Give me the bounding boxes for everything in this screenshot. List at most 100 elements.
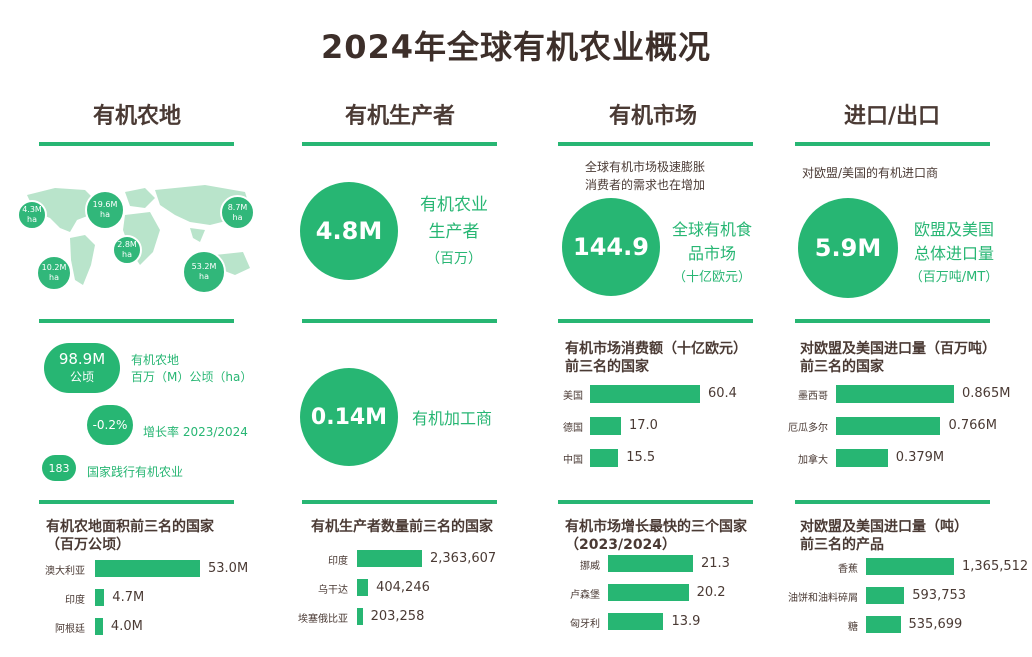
- map-bubble: 2.8M ha: [112, 235, 142, 265]
- divider: [39, 319, 234, 323]
- map-bubble: 10.2M ha: [36, 255, 72, 291]
- bar: [590, 449, 619, 467]
- bar-category-label: 糖: [848, 622, 858, 633]
- growth-label: 增长率 2023/2024: [143, 425, 248, 439]
- trade-circle: 5.9M: [798, 198, 898, 298]
- bar: [590, 417, 621, 435]
- bar: [95, 618, 103, 635]
- map-bubble: 19.6M ha: [85, 190, 125, 230]
- bar: [836, 449, 888, 467]
- divider: [302, 319, 497, 323]
- bar-category-label: 阿根廷: [55, 624, 85, 635]
- map-bubble-value: 4.3M: [22, 205, 42, 214]
- bar-category-label: 中国: [563, 455, 583, 466]
- bar: [866, 558, 954, 575]
- divider: [558, 319, 753, 323]
- bar-category-label: 美国: [563, 391, 583, 402]
- chart-producers: 印度 2,363,607 乌干达 404,246 埃塞俄比亚 203,258: [290, 550, 515, 640]
- column-heading-market: 有机市场: [608, 104, 697, 129]
- bar-category-label: 香蕉: [838, 564, 858, 575]
- bar-category-label: 卢森堡: [570, 590, 600, 601]
- bar-value-label: 20.2: [696, 585, 726, 600]
- bar-value-label: 17.0: [628, 418, 658, 433]
- bar-value-label: 1,365,512: [962, 559, 1029, 574]
- land-total-label-line: 有机农地: [131, 353, 180, 367]
- chart-import-products: 香蕉 1,365,512 油饼和油料碎屑 593,753 糖 535,699: [780, 558, 1029, 648]
- map-bubble: 53.2M ha: [182, 250, 226, 294]
- chart-title-line: （2023/2024）: [565, 537, 677, 553]
- trade-note: 对欧盟/美国的有机进口商: [802, 166, 939, 180]
- producers-label: 有机农业 生产者 （百万）: [414, 192, 494, 273]
- chart-title-line: 有机农地面积前三名的国家: [46, 519, 214, 535]
- land-total-unit: 公顷: [69, 370, 94, 384]
- map-bubble-value: 19.6M: [92, 200, 118, 209]
- map-bubble-value: 53.2M: [191, 262, 217, 271]
- bar-category-label: 挪威: [580, 561, 600, 572]
- chart-title-line: （百万公顷）: [46, 537, 130, 553]
- processors-circle: 0.14M: [300, 368, 398, 466]
- divider: [302, 500, 497, 504]
- bar: [608, 555, 693, 572]
- divider: [795, 142, 990, 146]
- column-heading-producers: 有机生产者: [344, 104, 455, 129]
- bar-value-label: 535,699: [908, 617, 963, 632]
- bar-category-label: 澳大利亚: [45, 566, 85, 577]
- bar-category-label: 德国: [563, 423, 583, 434]
- processors-label: 有机加工商: [412, 409, 493, 428]
- land-total-circle: 98.9M 公顷: [44, 343, 120, 393]
- bar-value-label: 13.9: [671, 614, 701, 629]
- chart-title-line: 有机市场消费额（十亿欧元）: [565, 341, 747, 357]
- bar-category-label: 印度: [65, 595, 85, 606]
- bar: [590, 385, 700, 403]
- land-total-value: 98.9M: [58, 350, 106, 368]
- trade-label: 欧盟及美国 总体进口量 （百万吨/MT）: [900, 218, 1008, 290]
- map-bubble: 8.7M ha: [220, 195, 255, 230]
- bar-value-label: 15.5: [626, 450, 656, 465]
- market-unit: （十亿欧元）: [672, 270, 751, 285]
- bar: [608, 584, 689, 601]
- producers-unit: （百万）: [426, 251, 482, 267]
- chart-title-line: 对欧盟及美国进口量（百万吨）: [800, 341, 996, 357]
- map-bubble-unit: ha: [100, 210, 110, 219]
- bar-value-label: 60.4: [708, 386, 737, 401]
- bar-value-label: 404,246: [376, 580, 430, 595]
- bar: [608, 613, 664, 630]
- market-note: 全球有机市场极速膨胀 消费者的需求也在增加: [585, 158, 705, 194]
- producers-circle: 4.8M: [300, 182, 398, 280]
- map-bubble-value: 2.8M: [117, 240, 137, 249]
- map-bubble-unit: ha: [199, 272, 209, 281]
- chart-title-line: 前三名的国家: [800, 359, 884, 375]
- bar: [866, 587, 905, 604]
- page-title: 2024年全球有机农业概况: [320, 28, 712, 66]
- bar-category-label: 加拿大: [798, 455, 828, 466]
- chart-title-line: 前三名的产品: [800, 537, 884, 553]
- divider: [795, 500, 990, 504]
- bar-category-label: 匈牙利: [570, 619, 600, 630]
- bar-category-label: 墨西哥: [798, 391, 828, 402]
- market-note-line: 消费者的需求也在增加: [585, 178, 706, 192]
- bar-value-label: 0.865M: [962, 386, 1011, 401]
- bar-value-label: 53.0M: [208, 561, 249, 576]
- bar: [357, 550, 422, 567]
- chart-title-line: 前三名的国家: [565, 359, 649, 375]
- countries-label: 国家践行有机农业: [87, 465, 184, 479]
- bar-category-label: 埃塞俄比亚: [298, 614, 348, 625]
- trade-label-line: 欧盟及美国: [913, 220, 994, 239]
- chart-title: 对欧盟及美国进口量（吨） 前三名的产品: [800, 518, 968, 554]
- divider: [558, 500, 753, 504]
- chart-title: 有机生产者数量前三名的国家: [311, 519, 493, 535]
- land-total-label-line: 百万（M）公顷（ha）: [131, 370, 253, 384]
- market-circle: 144.9: [562, 198, 660, 296]
- divider: [39, 500, 234, 504]
- bar: [836, 385, 954, 403]
- divider: [558, 142, 753, 146]
- bar-category-label: 乌干达: [318, 585, 348, 596]
- map-bubble-unit: ha: [122, 250, 132, 259]
- market-note-line: 全球有机市场极速膨胀: [585, 160, 706, 174]
- bar: [357, 608, 363, 625]
- map-bubble-value: 8.7M: [227, 202, 248, 212]
- bar-value-label: 4.0M: [110, 619, 143, 634]
- chart-title: 有机市场增长最快的三个国家 （2023/2024）: [565, 518, 747, 554]
- producers-label-line: 有机农业: [420, 195, 488, 215]
- chart-import-countries: 墨西哥 0.865M 厄瓜多尔 0.766M 加拿大 0.379M: [780, 385, 1020, 475]
